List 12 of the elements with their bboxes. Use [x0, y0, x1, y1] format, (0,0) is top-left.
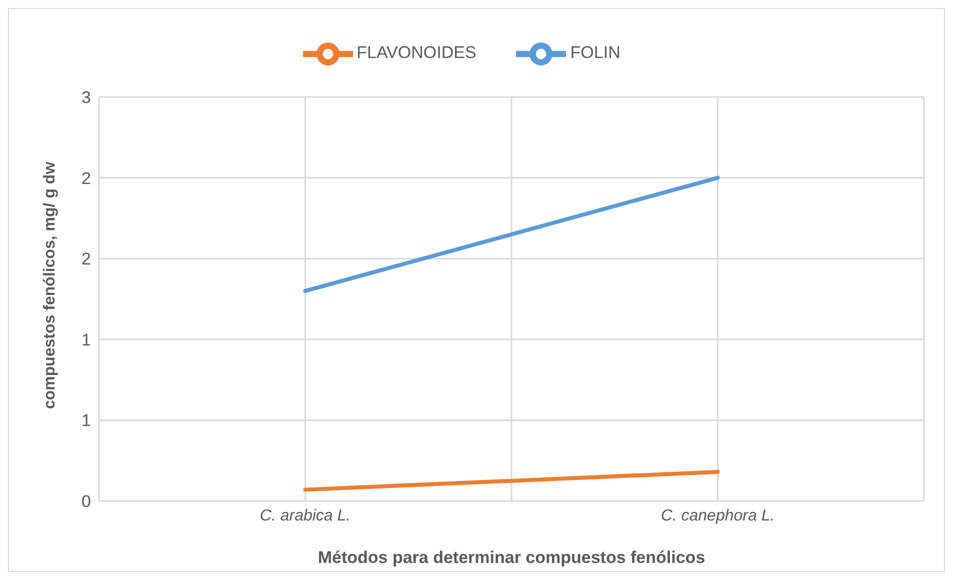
y-axis-title: compuestos fenólicos, mg/ g dw [42, 161, 59, 409]
x-tick-label: C. arabica L. [260, 507, 351, 524]
y-tick-label: 1 [82, 330, 91, 350]
y-tick-label: 2 [82, 250, 91, 269]
x-tick-label: C. canephora L. [660, 507, 775, 524]
y-tick-label: 2 [82, 168, 91, 188]
legend-label: FLAVONOIDES [356, 43, 476, 62]
y-tick-label: 3 [82, 88, 91, 108]
x-axis-title: Métodos para determinar compuestos fenólicos [318, 548, 706, 567]
y-tick-label: 1 [82, 411, 91, 430]
y-tick-label: 0 [82, 492, 91, 512]
legend-label: FOLIN [570, 43, 620, 62]
